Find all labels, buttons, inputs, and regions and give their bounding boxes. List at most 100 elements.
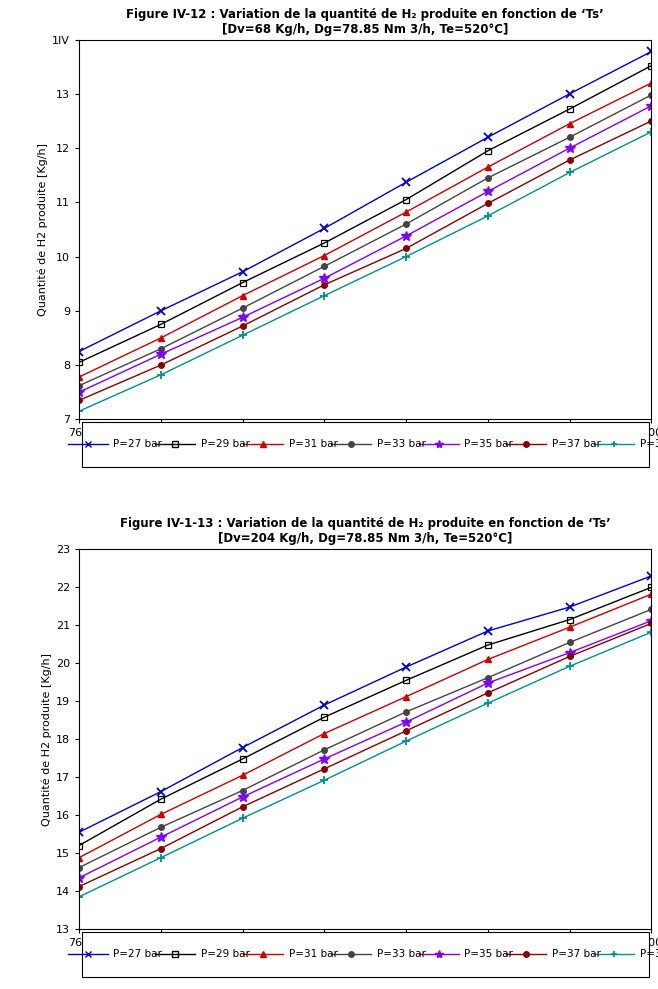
P=31 bar — [647, 77, 655, 89]
Line: P=35 bar: P=35 bar — [74, 616, 656, 883]
Y-axis label: Quantité de H2 produite [Kg/h]: Quantité de H2 produite [Kg/h] — [41, 653, 51, 826]
P=37 bar — [647, 617, 655, 629]
P=37 bar — [75, 395, 83, 406]
P=27 bar — [157, 785, 164, 797]
P=39 bar — [75, 405, 83, 417]
P=33 bar — [566, 637, 574, 649]
P=35 bar — [647, 615, 655, 627]
FancyBboxPatch shape — [82, 422, 649, 467]
P=35 bar — [239, 791, 247, 803]
Line: P=37 bar: P=37 bar — [76, 621, 654, 889]
Text: P=37 bar: P=37 bar — [552, 949, 601, 959]
P=33 bar — [239, 303, 247, 315]
Text: P=27 bar: P=27 bar — [113, 949, 162, 959]
P=39 bar — [320, 774, 328, 786]
Text: P=27 bar: P=27 bar — [113, 439, 162, 449]
P=33 bar — [157, 822, 164, 834]
P=35 bar — [402, 716, 410, 728]
P=31 bar — [320, 249, 328, 261]
Title: Figure IV-12 : Variation de la quantité de H₂ produite en fonction de ‘Ts’
[Dv=6: Figure IV-12 : Variation de la quantité … — [126, 8, 604, 36]
P=33 bar — [647, 89, 655, 101]
P=39 bar — [320, 290, 328, 302]
P=29 bar — [566, 103, 574, 115]
P=35 bar — [566, 142, 574, 154]
Line: P=29 bar: P=29 bar — [76, 584, 655, 849]
P=27 bar — [157, 305, 164, 316]
P=29 bar — [75, 356, 83, 368]
P=39 bar — [566, 166, 574, 178]
Text: P=33 bar: P=33 bar — [376, 439, 426, 449]
P=39 bar — [239, 812, 247, 824]
P=33 bar — [484, 672, 492, 683]
P=33 bar — [320, 260, 328, 272]
Line: P=37 bar: P=37 bar — [76, 118, 654, 404]
P=29 bar — [566, 613, 574, 625]
P=27 bar — [484, 132, 492, 143]
P=31 bar — [157, 332, 164, 344]
Line: P=33 bar: P=33 bar — [76, 92, 654, 389]
P=35 bar — [402, 230, 410, 242]
P=27 bar — [75, 827, 83, 839]
P=37 bar — [157, 843, 164, 854]
P=29 bar — [402, 674, 410, 686]
P=29 bar — [320, 711, 328, 723]
P=33 bar — [75, 380, 83, 392]
Line: P=31 bar: P=31 bar — [76, 79, 655, 381]
P=37 bar — [402, 242, 410, 254]
P=33 bar — [647, 603, 655, 615]
P=27 bar — [484, 625, 492, 637]
P=39 bar — [647, 126, 655, 137]
P=29 bar — [157, 793, 164, 805]
P=33 bar — [566, 132, 574, 143]
P=39 bar — [566, 661, 574, 673]
P=29 bar — [402, 194, 410, 206]
P=37 bar — [484, 198, 492, 210]
Line: P=39 bar: P=39 bar — [75, 128, 655, 415]
P=29 bar — [484, 144, 492, 156]
P=31 bar — [484, 654, 492, 666]
P=29 bar — [75, 840, 83, 852]
P=39 bar — [157, 852, 164, 863]
P=27 bar — [239, 266, 247, 278]
P=35 bar — [157, 348, 164, 360]
P=27 bar — [239, 742, 247, 754]
P=35 bar — [647, 100, 655, 112]
P=37 bar — [402, 725, 410, 737]
X-axis label: Température de sortie Ts[°C]: Température de sortie Ts[°C] — [286, 953, 445, 964]
P=33 bar — [402, 219, 410, 230]
P=33 bar — [75, 861, 83, 873]
P=39 bar — [484, 210, 492, 222]
P=37 bar — [566, 154, 574, 166]
P=39 bar — [647, 626, 655, 638]
P=31 bar — [566, 621, 574, 633]
P=31 bar — [75, 371, 83, 383]
Line: P=29 bar: P=29 bar — [76, 62, 655, 366]
P=35 bar — [484, 677, 492, 689]
P=35 bar — [566, 647, 574, 659]
P=31 bar — [239, 290, 247, 302]
Text: P=35 bar: P=35 bar — [465, 949, 513, 959]
Line: P=33 bar: P=33 bar — [76, 606, 654, 870]
P=35 bar — [320, 753, 328, 764]
P=31 bar — [239, 769, 247, 781]
P=39 bar — [157, 369, 164, 381]
P=35 bar — [75, 872, 83, 884]
P=37 bar — [320, 763, 328, 774]
P=29 bar — [239, 753, 247, 764]
P=35 bar — [75, 387, 83, 399]
Text: P=31 bar: P=31 bar — [289, 439, 338, 449]
Line: P=31 bar: P=31 bar — [76, 590, 655, 861]
P=37 bar — [157, 359, 164, 371]
Y-axis label: Quantité de H2 produite [Kg/h]: Quantité de H2 produite [Kg/h] — [38, 143, 48, 315]
Text: P=31 bar: P=31 bar — [289, 949, 338, 959]
P=33 bar — [402, 706, 410, 718]
X-axis label: Température de sortie Ts[°C]: Température de sortie Ts[°C] — [286, 444, 445, 455]
FancyBboxPatch shape — [82, 932, 649, 976]
P=27 bar — [402, 661, 410, 673]
Text: P=37 bar: P=37 bar — [552, 439, 601, 449]
P=33 bar — [320, 744, 328, 756]
P=33 bar — [484, 172, 492, 184]
P=29 bar — [484, 639, 492, 651]
Line: P=39 bar: P=39 bar — [75, 628, 655, 901]
P=35 bar — [320, 272, 328, 284]
